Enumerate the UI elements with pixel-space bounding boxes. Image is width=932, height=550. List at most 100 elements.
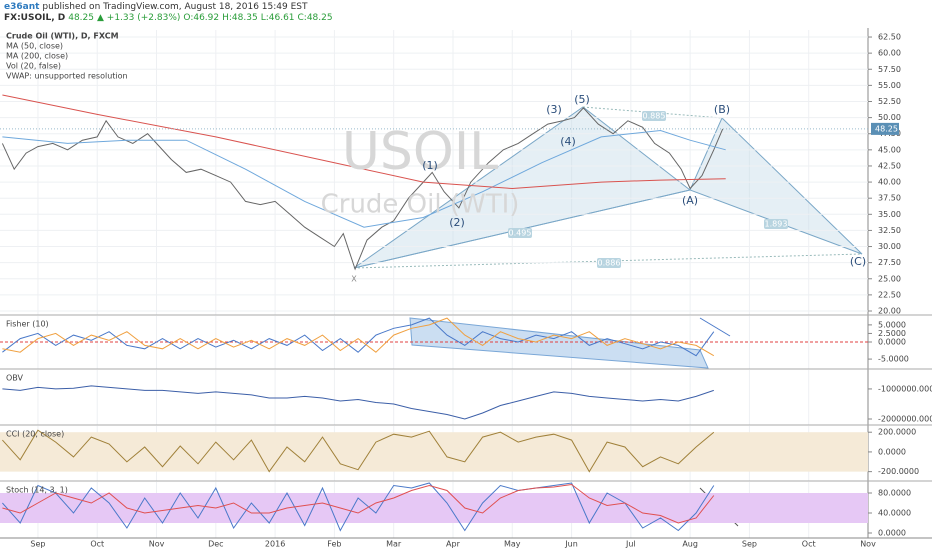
y-tick-label: 42.50 — [878, 161, 901, 170]
panel-title: Crude Oil (WTI), D, FXCM — [6, 32, 119, 41]
close: C:48.25 — [297, 13, 333, 23]
legend-entry: Vol (20, false) — [6, 62, 61, 71]
x-tick-label: Nov — [149, 540, 165, 549]
series-line — [1, 107, 724, 271]
ratio-box — [642, 111, 666, 121]
wave-label: (3) — [546, 103, 562, 116]
fisher-trendline — [699, 317, 731, 337]
y-tick-label: -2000000.0000 — [878, 414, 932, 423]
y-tick-label: 62.50 — [878, 33, 901, 42]
panel-title: Stoch (14, 3, 1) — [6, 486, 68, 495]
open: O:46.92 — [183, 13, 220, 23]
y-tick-label: 27.50 — [878, 258, 901, 267]
change: ▲ +1.33 (+2.83%) — [97, 13, 181, 23]
panel-title: CCI (20, close) — [6, 430, 64, 439]
x-tick-label: Feb — [327, 540, 341, 549]
series-line — [2, 429, 715, 473]
wave-label: (4) — [560, 135, 576, 148]
x-tick-label: Apr — [446, 540, 461, 549]
y-tick-label: 0.0000 — [878, 529, 906, 538]
ratio-label: 0.885 — [643, 112, 666, 121]
low: L:46.61 — [260, 13, 295, 23]
legend-entry: MA (200, close) — [6, 52, 68, 61]
wave-label: X — [351, 275, 357, 284]
series-line — [2, 317, 715, 357]
y-tick-label: 30.00 — [878, 242, 901, 251]
x-tick-label: Mar — [386, 540, 402, 549]
y-tick-label: -200.0000 — [878, 467, 919, 476]
author[interactable]: e36ant — [4, 2, 40, 12]
y-tick-label: 40.00 — [878, 178, 901, 187]
ratio-label: 0.886 — [598, 259, 621, 268]
series-line — [2, 482, 715, 532]
ratio-label: 0.495 — [509, 229, 532, 238]
x-tick-label: Oct — [802, 540, 816, 549]
wave-label: (1) — [422, 159, 438, 172]
pattern-abc — [689, 117, 863, 255]
wave-label: (5) — [574, 93, 590, 106]
wave-label: (A) — [682, 194, 698, 207]
last-price-label: 48.25 — [875, 124, 898, 133]
panel-title: Fisher (10) — [6, 320, 49, 329]
x-tick-label: May — [504, 540, 521, 549]
y-tick-label: 32.50 — [878, 226, 901, 235]
wave-label: (2) — [449, 216, 465, 229]
y-tick-label: 55.00 — [878, 81, 901, 90]
legend-entry: MA (50, close) — [6, 42, 63, 51]
panel-title: OBV — [6, 374, 24, 383]
y-tick-label: 50.00 — [878, 113, 901, 122]
x-tick-label: Sep — [30, 540, 45, 549]
symbol: FX:USOIL, D — [4, 13, 66, 23]
series-line — [2, 317, 715, 357]
y-tick-label: 40.0000 — [878, 509, 911, 518]
y-tick-label: 35.00 — [878, 210, 901, 219]
x-tick-label: Nov — [860, 540, 876, 549]
y-tick-label: 57.50 — [878, 65, 901, 74]
pattern-xc — [353, 253, 863, 269]
wave-label: (C) — [850, 255, 866, 268]
series-line — [2, 94, 726, 190]
legend-entry: VWAP: unsupported resolution — [6, 72, 128, 81]
y-tick-label: -1000000.0000 — [878, 384, 932, 393]
x-tick-label: Aug — [682, 540, 698, 549]
y-tick-label: 25.00 — [878, 274, 901, 283]
y-tick-label: 22.50 — [878, 290, 901, 299]
y-tick-label: 0.0000 — [878, 337, 906, 346]
publish-line: e36ant published on TradingView.com, Augu… — [4, 2, 336, 13]
last-price-box — [871, 122, 899, 135]
y-tick-label: 5.0000 — [878, 320, 906, 329]
y-tick-label: 52.50 — [878, 97, 901, 106]
y-tick-label: 80.0000 — [878, 489, 911, 498]
y-tick-label: 60.00 — [878, 49, 901, 58]
x-tick-label: Sep — [742, 540, 757, 549]
y-tick-label: -5.0000 — [878, 355, 909, 364]
series-line — [2, 385, 714, 420]
x-tick-label: 2016 — [265, 540, 285, 549]
y-tick-label: 200.0000 — [878, 428, 916, 437]
x-tick-label: Jun — [564, 540, 578, 549]
series-line — [2, 129, 726, 228]
y-tick-label: 20.00 — [878, 307, 901, 316]
published: published on TradingView.com, August 18,… — [42, 2, 308, 12]
x-tick-label: Jul — [625, 540, 636, 549]
y-tick-label: 2.5000 — [878, 329, 906, 338]
y-tick-label: 37.50 — [878, 194, 901, 203]
band — [0, 493, 868, 523]
y-tick-label: 45.00 — [878, 145, 901, 154]
x-tick-label: Dec — [208, 540, 223, 549]
ratio-box — [597, 258, 621, 268]
y-tick-label: 0.0000 — [878, 447, 906, 456]
series-line — [2, 483, 715, 524]
watermark: Crude Oil (WTI) — [321, 190, 520, 220]
x-tick-label: Oct — [90, 540, 104, 549]
fisher-channel — [409, 317, 709, 369]
watermark: USOIL — [342, 122, 498, 182]
price: 48.25 — [68, 13, 94, 23]
ratio-box — [508, 228, 532, 238]
ratio-box — [764, 219, 788, 229]
wave-label: (B) — [714, 103, 730, 116]
high: H:48.35 — [222, 13, 258, 23]
ratio-label: 1.893 — [765, 220, 788, 229]
